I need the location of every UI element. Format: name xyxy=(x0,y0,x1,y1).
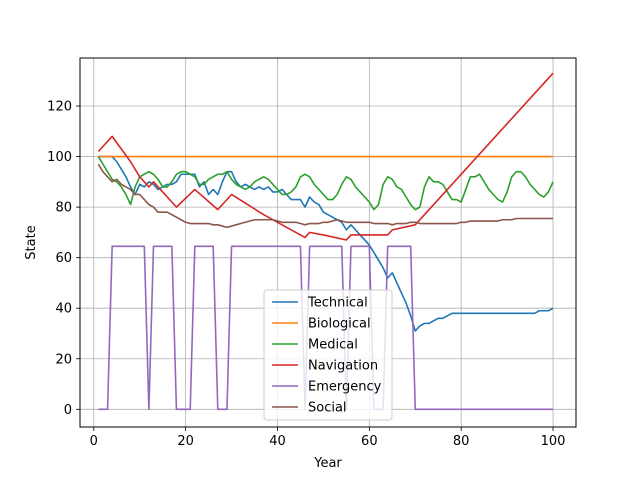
y-axis-label: State xyxy=(24,225,39,259)
y-tick-label: 20 xyxy=(55,352,72,367)
x-tick-label: 40 xyxy=(269,434,286,449)
y-axis-ticks: 0 20 40 60 80 100 120 xyxy=(47,100,80,418)
legend-label-technical: Technical xyxy=(307,296,368,311)
legend-label-navigation: Navigation xyxy=(308,359,378,374)
legend-label-medical: Medical xyxy=(308,338,358,353)
y-tick-label: 0 xyxy=(64,403,72,418)
plot-frame xyxy=(79,57,577,428)
x-tick-label: 20 xyxy=(177,434,194,449)
y-tick-label: 40 xyxy=(55,302,72,317)
grid-lines xyxy=(80,58,576,427)
x-tick-label: 60 xyxy=(361,434,378,449)
series-lines xyxy=(97,72,554,411)
legend-label-biological: Biological xyxy=(308,317,371,332)
legend: Technical Biological Medical Navigation Emer… xyxy=(263,289,393,421)
technical-series-line xyxy=(98,155,554,332)
x-axis-ticks: 0 20 40 60 80 100 xyxy=(90,427,566,449)
x-tick-label: 100 xyxy=(541,434,566,449)
y-tick-label: 80 xyxy=(55,201,72,216)
navigation-series-line xyxy=(97,72,554,241)
legend-label-emergency: Emergency xyxy=(308,380,382,395)
x-axis-label: Year xyxy=(313,456,342,471)
social-series-line xyxy=(97,163,554,229)
y-tick-label: 100 xyxy=(47,150,72,165)
legend-label-social: Social xyxy=(308,401,347,416)
x-tick-label: 80 xyxy=(453,434,470,449)
medical-series-line xyxy=(97,156,554,211)
y-tick-label: 60 xyxy=(55,251,72,266)
x-tick-label: 0 xyxy=(90,434,98,449)
y-tick-label: 120 xyxy=(47,100,72,115)
